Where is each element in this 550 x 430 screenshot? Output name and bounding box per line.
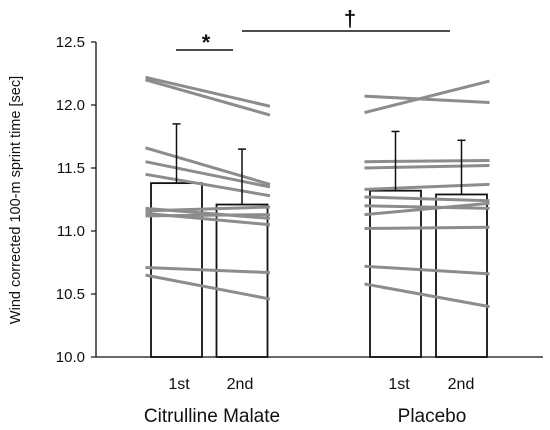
individual-line — [364, 163, 490, 170]
individual-line — [145, 273, 271, 301]
condition-label: 2nd — [448, 376, 475, 393]
y-tick-label: 12.0 — [56, 97, 85, 114]
individual-line — [145, 160, 271, 189]
bar — [369, 189, 422, 358]
individual-line — [364, 79, 490, 115]
individual-line — [364, 158, 490, 164]
annotations-layer: *† — [176, 6, 450, 55]
individual-line — [145, 205, 271, 213]
significance-marker: * — [202, 30, 211, 55]
x-axis: 1st 2nd Citrulline Malate 1st 2nd Placebo — [96, 356, 543, 427]
group-label: Citrulline Malate — [144, 406, 280, 427]
individual-line — [145, 213, 271, 218]
individual-line — [145, 172, 271, 198]
condition-label: 1st — [168, 376, 190, 393]
y-tick-label: 10.5 — [56, 286, 85, 303]
individual-line — [364, 195, 490, 203]
individual-line — [145, 266, 271, 275]
y-axis-title: Wind corrected 100-m sprint time [sec] — [8, 76, 24, 324]
bar — [435, 193, 488, 358]
individual-line — [145, 75, 271, 108]
individual-lines-layer — [145, 75, 490, 309]
individual-line — [364, 94, 490, 104]
individual-line — [364, 204, 490, 210]
group-label: Placebo — [398, 406, 467, 427]
individual-line — [364, 201, 490, 217]
condition-label: 2nd — [227, 376, 254, 393]
individual-line — [145, 78, 271, 117]
individual-line — [364, 282, 490, 309]
y-axis: 10.0 10.5 11.0 11.5 12.0 12.5 — [56, 34, 97, 366]
y-tick-label: 11.5 — [57, 160, 85, 177]
condition-label: 1st — [388, 376, 410, 393]
individual-line — [145, 146, 271, 186]
y-tick-label: 11.0 — [57, 223, 85, 240]
individual-line — [364, 182, 490, 191]
y-tick-label: 10.0 — [56, 349, 85, 366]
trend-marker: † — [344, 6, 356, 31]
individual-line — [364, 264, 490, 276]
individual-line — [364, 225, 490, 230]
error-bars-layer — [172, 123, 466, 205]
y-tick-label: 12.5 — [56, 34, 85, 51]
bar — [215, 203, 269, 358]
